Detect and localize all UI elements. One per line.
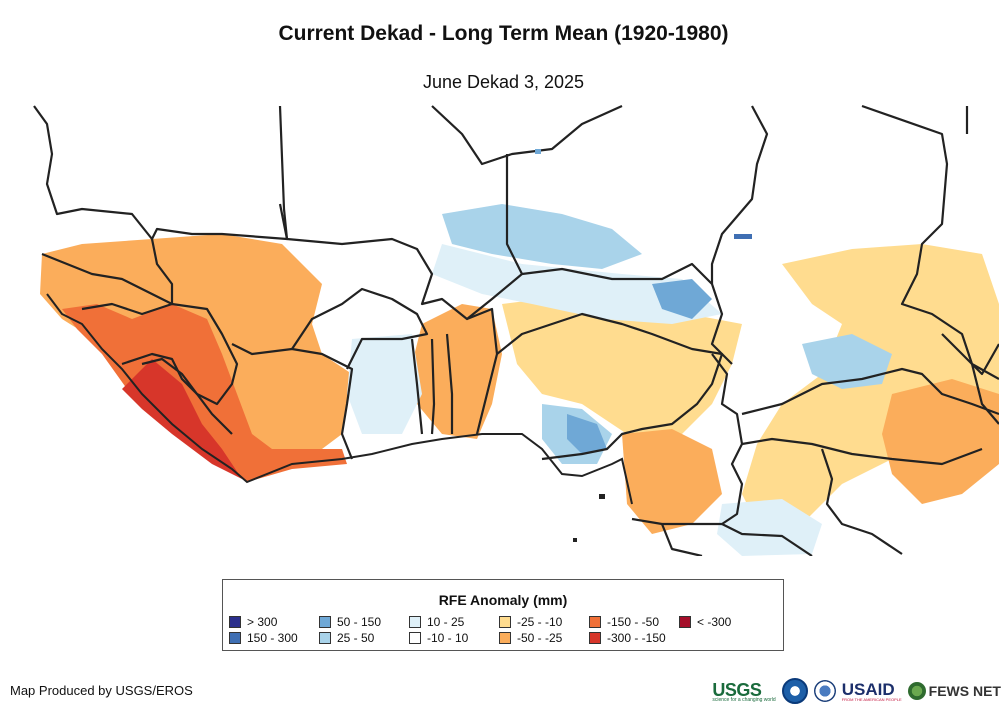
country-borders (33, 104, 999, 556)
border-chad-east (710, 105, 769, 284)
map-subtitle: June Dekad 3, 2025 (422, 72, 585, 92)
legend-item: -50 - -25 (499, 631, 562, 645)
anomaly-region-east-moderate-dry (882, 379, 999, 504)
anomaly-region-cameroon-dry (622, 429, 722, 534)
border-ghana-togo (410, 333, 454, 435)
legend-swatch (589, 616, 601, 628)
border-car (741, 367, 999, 416)
coastline (46, 293, 633, 505)
border-libya (505, 154, 523, 275)
map-legend: RFE Anomaly (mm) > 300 150 - 300 50 - 15… (222, 579, 784, 651)
nasa-seal-logo (813, 680, 836, 702)
legend-swatch (409, 616, 421, 628)
legend-item: -300 - -150 (589, 631, 666, 645)
anomaly-region-southwest-strong-dry (62, 304, 347, 482)
islands (535, 149, 752, 542)
anomaly-region-chad-wet (652, 279, 712, 319)
anomaly-region-coast-very-dry (122, 359, 242, 479)
border-senegal (41, 238, 174, 306)
border-south-sudan (941, 333, 999, 425)
legend-swatch (229, 616, 241, 628)
legend-swatch (589, 632, 601, 644)
fews-net-logo: FEWS NET (907, 682, 1001, 700)
map-credit: Map Produced by USGS/EROS (10, 683, 193, 698)
border-guinea (81, 302, 239, 406)
legend-item: < -300 (679, 615, 731, 629)
legend-item: -25 - -10 (499, 615, 562, 629)
border-mauritania-mali (33, 105, 289, 241)
legend-swatch (499, 632, 511, 644)
legend-swatch (679, 616, 691, 628)
border-congo (660, 523, 813, 556)
legend-item: 25 - 50 (319, 631, 374, 645)
island-bioko (599, 494, 605, 499)
legend-item: -10 - 10 (409, 631, 468, 645)
rainfall-anomaly-map (33, 104, 999, 556)
legend-item: 50 - 150 (319, 615, 381, 629)
noaa-logo (781, 678, 808, 704)
border-drc (820, 448, 903, 555)
anomaly-region-ghana-dry (412, 304, 502, 439)
anomaly-region-sahara-wet (442, 204, 642, 269)
anomaly-fill-layer (40, 204, 999, 556)
anomaly-region-sudan-wet (802, 334, 892, 389)
logo-strip: USGS science for a changing world USAID … (712, 676, 1001, 706)
anomaly-region-congo-wet (717, 499, 822, 556)
legend-item: > 300 (229, 615, 277, 629)
anomaly-region-niger-wet (432, 244, 722, 324)
map-title: Current Dekad - Long Term Mean (1920-198… (278, 22, 729, 45)
border-nigeria (496, 312, 724, 461)
anomaly-region-central-dry (502, 294, 742, 444)
island-libya-pixel (535, 149, 541, 154)
border-niger-algeria (431, 104, 623, 166)
anomaly-region-nigeria-strong-wet (567, 414, 607, 454)
legend-title: RFE Anomaly (mm) (438, 592, 568, 608)
legend-swatch (319, 632, 331, 644)
island-sao-tome (573, 538, 577, 542)
anomaly-region-ivory-coast-wet (347, 334, 422, 434)
usaid-logo: USAID FROM THE AMERICAN PEOPLE (841, 680, 902, 702)
legend-swatch (499, 616, 511, 628)
border-burkina (291, 287, 429, 370)
border-ivory-coast (231, 343, 354, 460)
border-car-south (741, 437, 983, 466)
border-sudan (861, 104, 999, 380)
legend-swatch (229, 632, 241, 644)
legend-swatch (409, 632, 421, 644)
border-sierra-leone-liberia (121, 352, 233, 435)
fews-globe-icon (907, 682, 926, 700)
legend-item: 150 - 300 (229, 631, 298, 645)
border-cameroon (631, 353, 744, 526)
usgs-logo: USGS science for a changing world (712, 679, 776, 703)
legend-item: 10 - 25 (409, 615, 464, 629)
legend-swatch (319, 616, 331, 628)
island-sudan-pixel (734, 234, 752, 239)
legend-item: -150 - -50 (589, 615, 659, 629)
